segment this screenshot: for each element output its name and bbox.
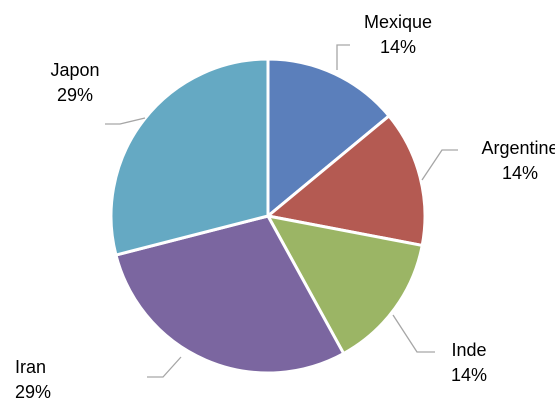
slice-label-japon: Japon: [50, 60, 99, 80]
slice-value-iran: 29%: [15, 382, 51, 402]
pie-slice-mexique: [266, 57, 391, 218]
slice-label-iran: Iran: [15, 357, 46, 377]
leader-line-iran: [147, 356, 182, 378]
leader-line-japon: [105, 117, 146, 125]
slice-value-mexique: 14%: [380, 37, 416, 57]
slice-label-inde: Inde: [451, 340, 486, 360]
pie-slice-argentine: [266, 114, 427, 247]
slice-label-argentine: Argentine: [481, 138, 555, 158]
leader-line-inde: [392, 314, 435, 353]
slice-value-argentine: 14%: [502, 163, 538, 183]
leader-line-mexique: [336, 44, 350, 70]
slice-value-japon: 29%: [57, 85, 93, 105]
pie-slice-japon: [109, 57, 270, 257]
pie-slice-iran: [114, 214, 346, 375]
pie-slices: [109, 57, 427, 375]
pie-slice-inde: [266, 214, 424, 356]
leader-lines: [105, 44, 458, 378]
data-labels: Mexique 14% Argentine 14% Inde 14% Iran 29% Japo…: [15, 12, 555, 402]
slice-value-inde: 14%: [451, 365, 487, 385]
slice-label-mexique: Mexique: [364, 12, 432, 32]
leader-line-argentine: [421, 149, 458, 181]
